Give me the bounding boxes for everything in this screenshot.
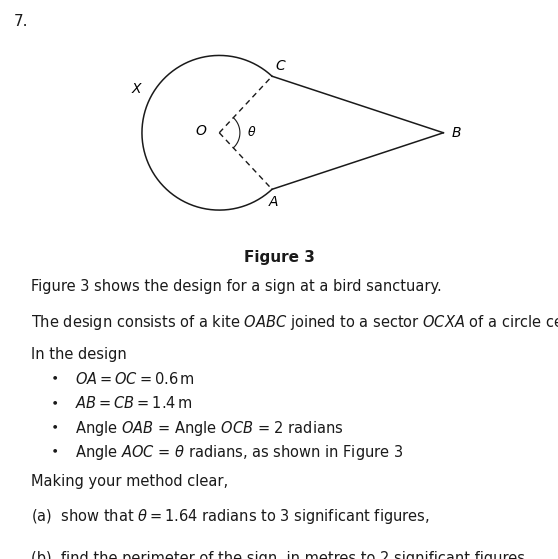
Text: (a)  show that $\theta = 1.64$ radians to 3 significant figures,: (a) show that $\theta = 1.64$ radians to…: [31, 507, 429, 526]
Text: $\bullet$: $\bullet$: [50, 371, 59, 383]
Text: In the design: In the design: [31, 347, 127, 362]
Text: (b)  find the perimeter of the sign, in metres to 2 significant figures,: (b) find the perimeter of the sign, in m…: [31, 551, 530, 559]
Text: Angle $AOC$ = $\theta$ radians, as shown in Figure 3: Angle $AOC$ = $\theta$ radians, as shown…: [75, 443, 403, 462]
Text: $A$: $A$: [268, 195, 279, 209]
Text: Angle $OAB$ = Angle $OCB$ = 2 radians: Angle $OAB$ = Angle $OCB$ = 2 radians: [75, 419, 344, 438]
Text: The design consists of a kite $OABC$ joined to a sector $OCXA$ of a circle centr: The design consists of a kite $OABC$ joi…: [31, 313, 558, 332]
Text: Making your method clear,: Making your method clear,: [31, 473, 228, 489]
Text: $\theta$: $\theta$: [247, 125, 256, 139]
Text: Figure 3: Figure 3: [243, 250, 315, 266]
Text: 7.: 7.: [14, 14, 28, 29]
Text: $O$: $O$: [195, 125, 208, 139]
Text: $AB = CB = 1.4\,\mathrm{m}$: $AB = CB = 1.4\,\mathrm{m}$: [75, 395, 193, 411]
Text: $\bullet$: $\bullet$: [50, 395, 59, 408]
Text: Figure 3 shows the design for a sign at a bird sanctuary.: Figure 3 shows the design for a sign at …: [31, 280, 441, 295]
Text: $OA = OC = 0.6\,\mathrm{m}$: $OA = OC = 0.6\,\mathrm{m}$: [75, 371, 195, 387]
Text: $X$: $X$: [131, 82, 143, 96]
Text: $\bullet$: $\bullet$: [50, 419, 59, 432]
Text: $B$: $B$: [451, 126, 461, 140]
Text: $\bullet$: $\bullet$: [50, 443, 59, 456]
Text: $C$: $C$: [275, 59, 287, 73]
